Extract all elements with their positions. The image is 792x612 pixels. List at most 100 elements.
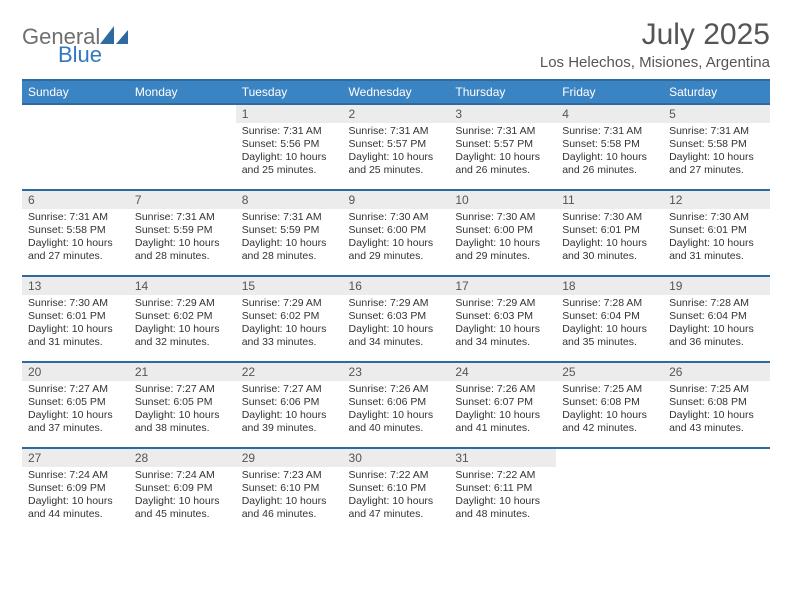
sunrise-text: Sunrise: 7:28 AM [562,297,657,310]
calendar-day-cell: 2Sunrise: 7:31 AMSunset: 5:57 PMDaylight… [343,104,450,190]
day-details: Sunrise: 7:22 AMSunset: 6:10 PMDaylight:… [343,467,450,526]
day-number: 24 [449,363,556,381]
calendar-day-cell: 25Sunrise: 7:25 AMSunset: 6:08 PMDayligh… [556,362,663,448]
day-details: Sunrise: 7:30 AMSunset: 6:01 PMDaylight:… [22,295,129,354]
day-number: 13 [22,277,129,295]
calendar-day-cell: 15Sunrise: 7:29 AMSunset: 6:02 PMDayligh… [236,276,343,362]
calendar-table: Sunday Monday Tuesday Wednesday Thursday… [22,79,770,534]
day-details: Sunrise: 7:29 AMSunset: 6:02 PMDaylight:… [129,295,236,354]
sunrise-text: Sunrise: 7:26 AM [455,383,550,396]
sunset-text: Sunset: 6:06 PM [349,396,444,409]
sunset-text: Sunset: 5:58 PM [562,138,657,151]
calendar-week-row: 20Sunrise: 7:27 AMSunset: 6:05 PMDayligh… [22,362,770,448]
sunset-text: Sunset: 6:04 PM [669,310,764,323]
daylight-text: Daylight: 10 hours and 28 minutes. [242,237,337,263]
sunset-text: Sunset: 6:10 PM [349,482,444,495]
daylight-text: Daylight: 10 hours and 48 minutes. [455,495,550,521]
day-number: 15 [236,277,343,295]
sunrise-text: Sunrise: 7:24 AM [135,469,230,482]
sunset-text: Sunset: 6:08 PM [562,396,657,409]
day-number: 29 [236,449,343,467]
daylight-text: Daylight: 10 hours and 34 minutes. [349,323,444,349]
daylight-text: Daylight: 10 hours and 33 minutes. [242,323,337,349]
sunrise-text: Sunrise: 7:26 AM [349,383,444,396]
sunset-text: Sunset: 5:58 PM [669,138,764,151]
daylight-text: Daylight: 10 hours and 25 minutes. [349,151,444,177]
sunrise-text: Sunrise: 7:31 AM [349,125,444,138]
sunset-text: Sunset: 6:01 PM [28,310,123,323]
sunset-text: Sunset: 6:09 PM [28,482,123,495]
daylight-text: Daylight: 10 hours and 25 minutes. [242,151,337,177]
sunset-text: Sunset: 6:08 PM [669,396,764,409]
weekday-header: Monday [129,80,236,104]
daylight-text: Daylight: 10 hours and 35 minutes. [562,323,657,349]
day-details: Sunrise: 7:25 AMSunset: 6:08 PMDaylight:… [663,381,770,440]
day-details: Sunrise: 7:22 AMSunset: 6:11 PMDaylight:… [449,467,556,526]
calendar-week-row: 13Sunrise: 7:30 AMSunset: 6:01 PMDayligh… [22,276,770,362]
day-details: Sunrise: 7:31 AMSunset: 5:59 PMDaylight:… [236,209,343,268]
daylight-text: Daylight: 10 hours and 28 minutes. [135,237,230,263]
calendar-day-cell: 1Sunrise: 7:31 AMSunset: 5:56 PMDaylight… [236,104,343,190]
sunrise-text: Sunrise: 7:25 AM [669,383,764,396]
calendar-week-row: 1Sunrise: 7:31 AMSunset: 5:56 PMDaylight… [22,104,770,190]
sunset-text: Sunset: 6:03 PM [349,310,444,323]
calendar-day-cell: 3Sunrise: 7:31 AMSunset: 5:57 PMDaylight… [449,104,556,190]
day-details: Sunrise: 7:28 AMSunset: 6:04 PMDaylight:… [663,295,770,354]
weekday-header-row: Sunday Monday Tuesday Wednesday Thursday… [22,80,770,104]
calendar-day-cell [663,448,770,534]
day-details: Sunrise: 7:30 AMSunset: 6:01 PMDaylight:… [663,209,770,268]
weekday-header: Tuesday [236,80,343,104]
daylight-text: Daylight: 10 hours and 27 minutes. [669,151,764,177]
daylight-text: Daylight: 10 hours and 29 minutes. [349,237,444,263]
day-number: 5 [663,105,770,123]
calendar-day-cell: 19Sunrise: 7:28 AMSunset: 6:04 PMDayligh… [663,276,770,362]
day-number: 11 [556,191,663,209]
day-details: Sunrise: 7:28 AMSunset: 6:04 PMDaylight:… [556,295,663,354]
day-details: Sunrise: 7:31 AMSunset: 5:57 PMDaylight:… [449,123,556,182]
weekday-header: Thursday [449,80,556,104]
sunset-text: Sunset: 5:57 PM [455,138,550,151]
day-number: 7 [129,191,236,209]
logo: General Blue [22,18,132,64]
daylight-text: Daylight: 10 hours and 36 minutes. [669,323,764,349]
calendar-day-cell [22,104,129,190]
sunset-text: Sunset: 6:10 PM [242,482,337,495]
daylight-text: Daylight: 10 hours and 26 minutes. [562,151,657,177]
sunrise-text: Sunrise: 7:25 AM [562,383,657,396]
day-details: Sunrise: 7:31 AMSunset: 5:57 PMDaylight:… [343,123,450,182]
calendar-day-cell: 17Sunrise: 7:29 AMSunset: 6:03 PMDayligh… [449,276,556,362]
sunrise-text: Sunrise: 7:31 AM [135,211,230,224]
sunrise-text: Sunrise: 7:31 AM [669,125,764,138]
sunrise-text: Sunrise: 7:30 AM [28,297,123,310]
page-subtitle: Los Helechos, Misiones, Argentina [540,54,770,71]
daylight-text: Daylight: 10 hours and 42 minutes. [562,409,657,435]
calendar-day-cell: 29Sunrise: 7:23 AMSunset: 6:10 PMDayligh… [236,448,343,534]
sunset-text: Sunset: 6:07 PM [455,396,550,409]
sunrise-text: Sunrise: 7:29 AM [135,297,230,310]
day-details: Sunrise: 7:31 AMSunset: 5:59 PMDaylight:… [129,209,236,268]
sunset-text: Sunset: 6:02 PM [242,310,337,323]
sunrise-text: Sunrise: 7:22 AM [455,469,550,482]
day-number: 31 [449,449,556,467]
sunrise-text: Sunrise: 7:31 AM [562,125,657,138]
day-details: Sunrise: 7:24 AMSunset: 6:09 PMDaylight:… [129,467,236,526]
calendar-week-row: 6Sunrise: 7:31 AMSunset: 5:58 PMDaylight… [22,190,770,276]
weekday-header: Saturday [663,80,770,104]
day-number: 26 [663,363,770,381]
calendar-day-cell: 20Sunrise: 7:27 AMSunset: 6:05 PMDayligh… [22,362,129,448]
day-details: Sunrise: 7:26 AMSunset: 6:07 PMDaylight:… [449,381,556,440]
daylight-text: Daylight: 10 hours and 37 minutes. [28,409,123,435]
daylight-text: Daylight: 10 hours and 29 minutes. [455,237,550,263]
daylight-text: Daylight: 10 hours and 40 minutes. [349,409,444,435]
sunset-text: Sunset: 6:06 PM [242,396,337,409]
day-details: Sunrise: 7:31 AMSunset: 5:58 PMDaylight:… [22,209,129,268]
sunrise-text: Sunrise: 7:30 AM [349,211,444,224]
daylight-text: Daylight: 10 hours and 46 minutes. [242,495,337,521]
day-number: 9 [343,191,450,209]
daylight-text: Daylight: 10 hours and 44 minutes. [28,495,123,521]
sunrise-text: Sunrise: 7:24 AM [28,469,123,482]
day-details: Sunrise: 7:27 AMSunset: 6:05 PMDaylight:… [129,381,236,440]
calendar-day-cell: 4Sunrise: 7:31 AMSunset: 5:58 PMDaylight… [556,104,663,190]
daylight-text: Daylight: 10 hours and 47 minutes. [349,495,444,521]
daylight-text: Daylight: 10 hours and 30 minutes. [562,237,657,263]
